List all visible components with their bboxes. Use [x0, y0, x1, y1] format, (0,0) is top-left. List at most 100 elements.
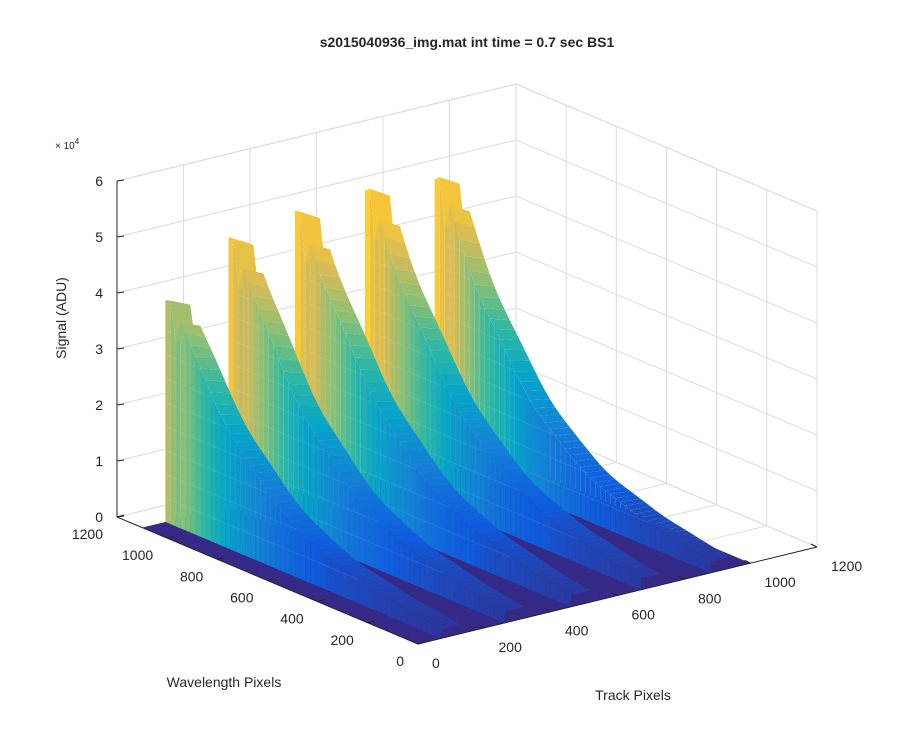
- surface-face: [419, 556, 425, 590]
- surface-face: [318, 440, 324, 547]
- surface-top: [384, 237, 410, 259]
- surface-face: [391, 600, 397, 620]
- surface-top: [240, 449, 266, 458]
- surface-contour: [294, 345, 364, 376]
- surface-top: [410, 456, 436, 466]
- x-tick: [810, 543, 818, 548]
- surface-face: [565, 530, 571, 561]
- surface-face: [530, 501, 536, 546]
- z-tick-label: 2: [95, 397, 103, 413]
- surface-face: [305, 536, 311, 584]
- surface-top: [490, 538, 516, 547]
- surface-face: [386, 597, 392, 618]
- surface-top: [409, 545, 435, 553]
- surface-face: [500, 549, 506, 580]
- surface-face: [439, 569, 445, 598]
- surface-top: [273, 345, 299, 361]
- surface-face: [560, 589, 566, 605]
- surface-top: [293, 395, 319, 407]
- surface-top: [625, 502, 651, 510]
- surface-face: [575, 461, 581, 518]
- surface-top: [283, 371, 309, 385]
- surface-face: [540, 577, 546, 597]
- surface-top: [580, 537, 606, 545]
- surface-top: [381, 590, 406, 598]
- surface-top: [355, 357, 381, 371]
- surface-top: [454, 576, 480, 584]
- surface-top: [479, 592, 505, 600]
- surface-top: [258, 308, 284, 324]
- surface-contour: [165, 425, 246, 461]
- surface-top: [431, 619, 457, 627]
- surface-face: [450, 507, 456, 559]
- surface-top: [404, 541, 430, 549]
- surface-top: [384, 523, 409, 531]
- surface-top: [450, 504, 476, 512]
- surface-face: [505, 476, 511, 535]
- surface-face: [575, 537, 581, 565]
- surface-top: [250, 464, 276, 474]
- surface-top: [298, 405, 324, 416]
- surface-face: [685, 546, 691, 565]
- surface-top: [395, 433, 421, 442]
- surface-face: [414, 552, 420, 587]
- surface-face: [500, 470, 506, 533]
- surface-face: [459, 583, 465, 607]
- surface-top: [395, 268, 420, 286]
- surface-top: [464, 583, 490, 591]
- surface-face: [285, 515, 291, 575]
- surface-face: [660, 530, 666, 554]
- surface-face: [565, 448, 571, 514]
- surface-top: [600, 483, 626, 491]
- x-tick: [544, 608, 552, 613]
- grid-line-z-side: [515, 307, 818, 436]
- y-axis-label: Wavelength Pixels: [167, 674, 282, 690]
- y-tick: [116, 514, 125, 518]
- surface-top: [535, 502, 561, 511]
- surface-top: [285, 513, 311, 522]
- surface-face: [605, 557, 611, 578]
- surface-top: [370, 391, 396, 402]
- surface-top: [675, 536, 701, 544]
- surface-top: [340, 563, 366, 571]
- surface-face: [460, 411, 466, 516]
- surface-face: [310, 541, 316, 586]
- surface-top: [655, 523, 681, 531]
- surface-top: [371, 583, 396, 591]
- surface-face: [469, 590, 475, 611]
- surface-face: [560, 442, 566, 512]
- surface-face: [464, 587, 470, 609]
- surface-top: [550, 579, 576, 587]
- surface-top: [444, 569, 470, 577]
- z-exponent-power: 4: [75, 137, 80, 146]
- surface-top: [620, 498, 646, 506]
- z-tick: [116, 235, 125, 238]
- surface-contour: [364, 328, 431, 358]
- surface-face: [600, 553, 606, 575]
- surface-face: [333, 464, 339, 554]
- surface-face: [205, 380, 211, 541]
- surface-top: [570, 530, 596, 538]
- surface-face: [270, 496, 276, 569]
- surface-face: [560, 526, 566, 559]
- surface-face: [328, 456, 334, 551]
- surface-face: [449, 576, 455, 602]
- surface-top: [300, 528, 326, 537]
- surface-face: [535, 408, 540, 501]
- z-tick-label: 4: [95, 285, 103, 301]
- surface-face: [640, 517, 646, 546]
- surface-face: [465, 419, 471, 518]
- surface-face: [514, 371, 520, 493]
- surface-face: [430, 486, 436, 550]
- z-tick-label: 5: [95, 229, 103, 245]
- surface-face: [338, 472, 344, 556]
- surface-face: [343, 480, 349, 558]
- surface-face: [323, 448, 329, 549]
- surface-top: [600, 549, 626, 558]
- surface-top: [290, 518, 316, 527]
- surface-face: [545, 514, 551, 552]
- surface-face: [510, 482, 516, 537]
- surface-face: [540, 510, 546, 550]
- grid-line-z-side: [515, 139, 818, 268]
- surface-top: [489, 598, 515, 606]
